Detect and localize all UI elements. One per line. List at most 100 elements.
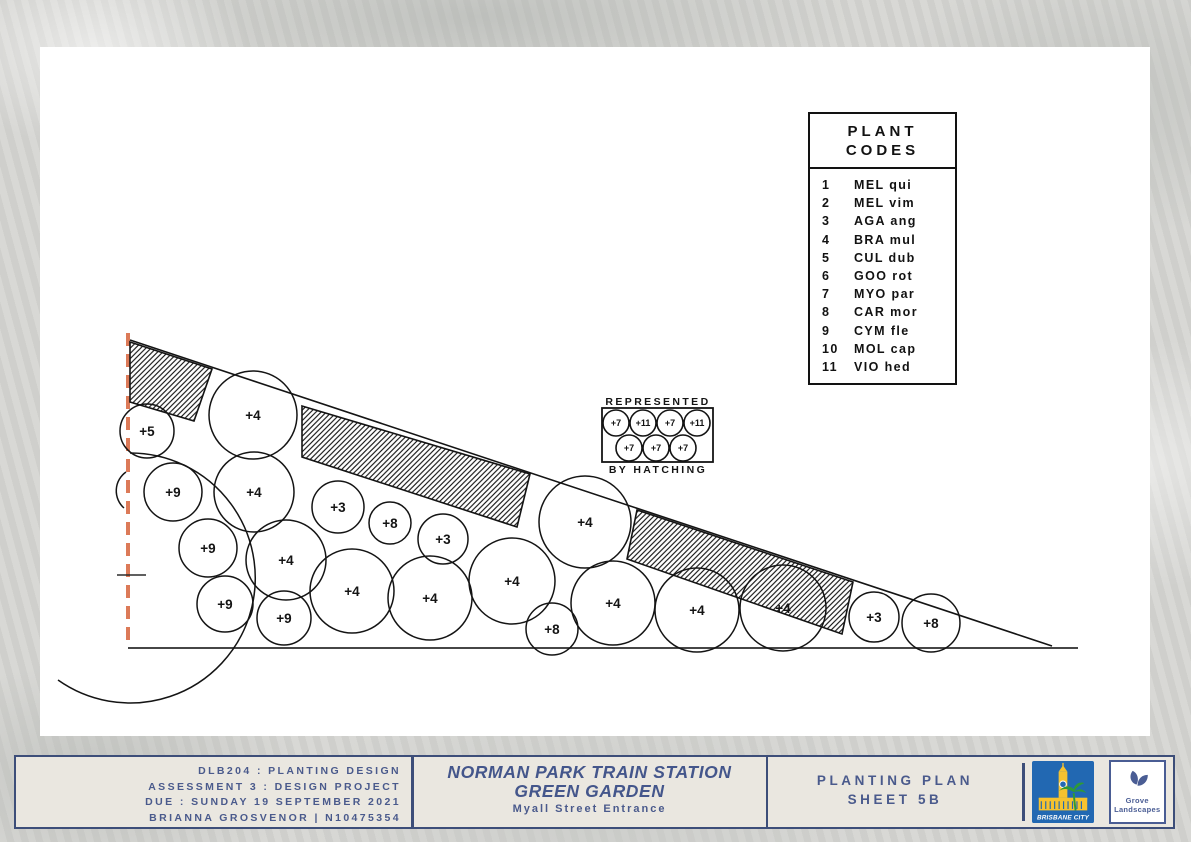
plant-circle: [309, 548, 395, 634]
plant-code-name: MOL cap: [854, 341, 917, 356]
plant-circle-label: +4: [577, 515, 593, 530]
plant-code-row: 6 GOO rot: [822, 269, 955, 287]
plant-code-name: CYM fle: [854, 323, 910, 338]
plant-code-row: 10 MOL cap: [822, 342, 955, 360]
course-line: DLB204 : PLANTING DESIGN: [198, 765, 401, 777]
plant-circle: [143, 462, 203, 522]
plant-circle: [208, 370, 298, 460]
plant-code-number: 5: [822, 250, 831, 265]
plant-code-row: 2 MEL vim: [822, 196, 955, 214]
plant-circle-label: +4: [344, 584, 360, 599]
course-line: ASSESSMENT 3 : DESIGN PROJECT: [148, 780, 401, 793]
plant-code-number: 1: [822, 178, 831, 192]
legend-circle-label: +7: [665, 418, 675, 428]
clipped-circle-fragment: [115, 471, 127, 509]
legend-circle: [615, 434, 643, 462]
sheet-label-section: PLANTING PLAN SHEET 5B: [768, 757, 1022, 827]
plant-circle: [178, 518, 238, 578]
garden-top-edge-line: [129, 339, 1053, 647]
plant-code-name: CUL dub: [854, 250, 916, 265]
planting-plan-drawing: +4+5+9+4+3+8+3+4+9+4+4+4+4+9+9+8+4+4+4+3…: [57, 333, 1078, 704]
plant-code-row: 11 VIO hed: [822, 360, 955, 378]
legend-circle: [629, 409, 657, 437]
title-block-divider: [765, 757, 768, 827]
project-title-line1: NORMAN PARK TRAIN STATION: [447, 762, 732, 782]
legend-circle-label: +11: [690, 418, 705, 428]
plant-circle-label: +9: [200, 541, 215, 556]
sheet-label-line2: SHEET 5B: [847, 792, 943, 807]
legend-circle-label: +7: [678, 443, 688, 453]
plant-code-number: 11: [822, 359, 839, 374]
project-subtitle: Myall Street Entrance: [512, 803, 667, 815]
plant-code-number: 3: [822, 214, 831, 229]
course-info-section: DLB204 : PLANTING DESIGN ASSESSMENT 3 : …: [16, 757, 411, 827]
hatch-legend-top-text: REPRESENTED: [605, 396, 710, 408]
plant-codes-legend: PLANT CODES 1 MEL qui 2 MEL vim 3 AGA ang 4 BRA…: [808, 112, 957, 385]
plant-circle: [538, 475, 632, 569]
plant-code-row: 4 BRA mul: [822, 233, 955, 251]
hatch-legend: REPRESENTED +7 +11 +7 +11 +7 +7 +7 BY HATCHING: [601, 396, 714, 476]
plant-circle-label: +4: [278, 553, 294, 568]
drawing-sheet: +4+5+9+4+3+8+3+4+9+4+4+4+4+9+9+8+4+4+4+3…: [40, 47, 1150, 736]
plant-code-name: MEL qui: [854, 178, 913, 192]
plant-circle-label: +4: [689, 603, 705, 618]
brisbane-city-logo: BRISBANE CITY: [1031, 761, 1094, 823]
hatch-legend-circles-group: +7 +11 +7 +11 +7 +7 +7: [602, 409, 711, 462]
plant-code-row: 1 MEL qui: [822, 178, 955, 196]
plant-circle: [848, 591, 900, 643]
plant-circle: [245, 519, 327, 601]
plant-circle-label: +4: [422, 591, 438, 606]
plant-circle-label: +9: [217, 597, 232, 612]
hatched-strips-group: [129, 340, 854, 636]
plant-code-number: 2: [822, 196, 831, 211]
plant-code-name: BRA mul: [854, 232, 917, 247]
plant-circle-label: +4: [504, 574, 520, 589]
plant-circle-label: +8: [544, 622, 560, 637]
palm-tree-icon: [1058, 782, 1086, 811]
plant-circle-label: +4: [245, 408, 261, 423]
plant-circle: [525, 602, 579, 656]
grove-logo-line1: Grove: [1125, 796, 1149, 805]
plant-code-row: 5 CUL dub: [822, 251, 955, 269]
grove-logo-line2: Landscapes: [1114, 805, 1161, 814]
clock-icon: [1058, 780, 1067, 789]
plant-code-row: 3 AGA ang: [822, 214, 955, 232]
plant-code-number: 6: [822, 268, 831, 283]
legend-circle: [669, 434, 697, 462]
plant-circle-label: +4: [246, 485, 262, 500]
plant-circle: [196, 575, 254, 633]
plant-circle: [368, 501, 412, 545]
plant-code-name: AGA ang: [854, 214, 917, 229]
plant-circle: [417, 513, 469, 565]
course-line: DUE : SUNDAY 19 SEPTEMBER 2021: [145, 796, 401, 808]
grove-landscapes-logo: Grove Landscapes: [1108, 760, 1166, 824]
plant-code-number: 7: [822, 287, 831, 302]
plant-code-name: MYO par: [854, 287, 916, 302]
leaves-icon: [1130, 770, 1149, 786]
hatched-strip: [129, 340, 214, 422]
plant-circle-label: +9: [165, 485, 180, 500]
title-block: DLB204 : PLANTING DESIGN ASSESSMENT 3 : …: [14, 755, 1175, 829]
plant-code-number: 9: [822, 323, 831, 338]
legend-circle-label: +11: [636, 418, 651, 428]
project-title-section: NORMAN PARK TRAIN STATION GREEN GARDEN M…: [414, 757, 766, 827]
plant-code-row: 7 MYO par: [822, 287, 955, 305]
plant-circle-label: +4: [605, 596, 621, 611]
plant-circle-label: +3: [866, 610, 882, 625]
plant-code-number: 8: [822, 305, 831, 320]
plant-circle-label: +5: [139, 424, 155, 439]
plant-code-name: CAR mor: [854, 305, 918, 320]
legend-circle: [656, 409, 684, 437]
brisbane-city-logo-text: BRISBANE CITY: [1037, 815, 1090, 822]
plant-code-row: 9 CYM fle: [822, 324, 955, 342]
legend-circle: [683, 409, 711, 437]
plant-circle-label: +8: [923, 616, 939, 631]
legend-circle-label: +7: [611, 418, 621, 428]
plant-code-name: MEL vim: [854, 196, 915, 211]
hatch-legend-bottom-text: BY HATCHING: [609, 464, 707, 476]
hatched-strip: [301, 404, 531, 529]
course-line: BRIANNA GROSVENOR | N10475354: [149, 811, 401, 824]
plant-circle-label: +8: [382, 516, 398, 531]
plant-circle: [213, 451, 295, 533]
large-canopy-arc: [57, 452, 256, 704]
